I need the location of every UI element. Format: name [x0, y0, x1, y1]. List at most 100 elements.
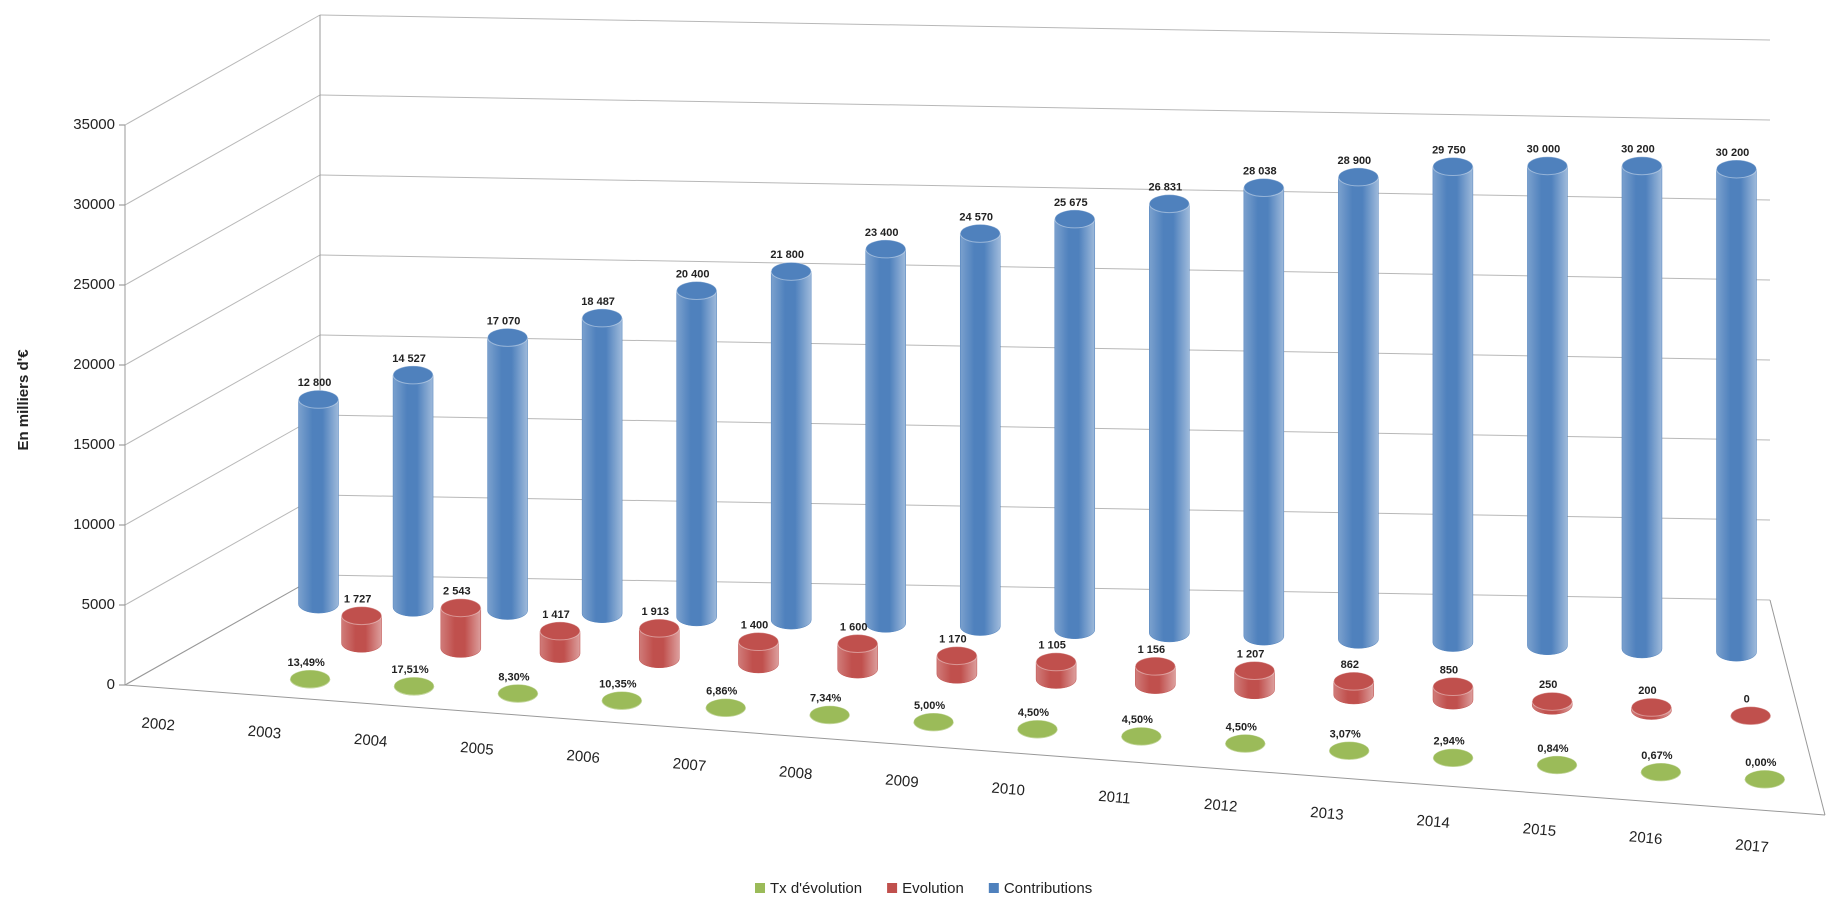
cylinder-top	[1234, 660, 1276, 680]
value-label: 1 207	[1237, 648, 1265, 660]
cylinder	[1243, 187, 1285, 646]
cylinder	[676, 290, 717, 627]
x-tick-label: 2009	[885, 771, 920, 791]
cylinder-top	[770, 261, 812, 281]
value-label: 10,35%	[599, 678, 637, 690]
value-label: 23 400	[865, 227, 899, 239]
x-tick-label: 2003	[247, 723, 282, 743]
cylinder	[865, 248, 906, 633]
grid-line	[124, 254, 321, 366]
cylinder-top	[581, 308, 623, 328]
grid-line	[124, 14, 321, 126]
value-label: 24 570	[959, 211, 993, 223]
y-tick-label: 25000	[73, 276, 115, 293]
value-label: 4,50%	[1226, 721, 1257, 733]
cylinder-top	[837, 634, 879, 654]
y-tick-label: 15000	[73, 436, 115, 453]
value-label: 20 400	[676, 268, 710, 280]
y-tick-label: 10000	[73, 516, 115, 533]
cylinder-top	[289, 669, 331, 689]
cylinder-top	[1630, 697, 1672, 717]
cylinder	[770, 271, 812, 630]
x-tick-label: 2007	[672, 755, 707, 775]
legend-label: Contributions	[1004, 880, 1092, 897]
value-label: 200	[1638, 685, 1656, 697]
value-label: 0,67%	[1641, 750, 1672, 762]
x-tick-label: 2005	[460, 739, 495, 759]
grid-line	[124, 414, 321, 526]
value-label: 7,34%	[810, 693, 841, 705]
value-label: 0,84%	[1537, 743, 1568, 755]
cylinder-top	[809, 705, 851, 725]
value-label: 17 070	[487, 315, 521, 327]
cylinder-top	[705, 698, 747, 718]
cylinder-top	[1640, 762, 1682, 782]
cylinder	[298, 399, 339, 614]
value-label: 4,50%	[1122, 714, 1153, 726]
value-label: 0	[1744, 694, 1750, 706]
cylinder-top	[1432, 677, 1474, 697]
x-tick-label: 2016	[1628, 828, 1663, 848]
cylinder-top	[1715, 159, 1757, 179]
cylinder	[1621, 165, 1663, 659]
cylinder	[392, 374, 434, 617]
x-tick-label: 2017	[1735, 836, 1770, 856]
legend-swatch	[988, 883, 999, 893]
value-label: 6,86%	[706, 686, 737, 698]
cylinder-top	[1016, 719, 1058, 739]
value-label: 2,94%	[1433, 736, 1464, 748]
cylinder-top	[676, 281, 718, 301]
x-tick-label: 2013	[1310, 804, 1345, 824]
cylinder-top	[392, 365, 434, 385]
value-label: 0,00%	[1745, 757, 1776, 769]
cylinder	[539, 630, 581, 663]
value-label: 21 800	[770, 249, 804, 261]
value-label: 1 170	[939, 633, 967, 645]
x-tick-label: 2004	[353, 731, 388, 751]
cylinder	[1054, 218, 1096, 639]
cylinder-top	[1243, 178, 1285, 198]
cylinder	[638, 627, 680, 668]
value-label: 250	[1539, 679, 1557, 691]
cylinder	[1716, 168, 1757, 662]
cylinder-top	[959, 223, 1001, 243]
y-tick-label: 5000	[82, 596, 115, 613]
cylinder-top	[638, 618, 680, 638]
cylinder	[1149, 203, 1190, 643]
cylinder	[959, 233, 1001, 636]
value-label: 1 400	[741, 619, 769, 631]
value-label: 1 417	[542, 609, 570, 621]
cylinder-top	[341, 606, 383, 626]
cylinder-top	[601, 690, 643, 710]
legend-swatch	[755, 883, 765, 893]
cylinder	[581, 317, 623, 623]
value-label: 2 543	[443, 586, 471, 598]
legend-swatch	[887, 883, 898, 893]
cylinder	[837, 643, 878, 679]
cylinder	[1338, 176, 1379, 649]
legend-label: Tx d'évolution	[770, 880, 862, 897]
value-label: 28 038	[1243, 165, 1277, 177]
axis-edge	[124, 574, 321, 686]
grid-line	[319, 94, 1771, 121]
value-label: 25 675	[1054, 197, 1088, 209]
cylinder-top	[1621, 156, 1663, 176]
cylinder-top	[737, 632, 779, 652]
cylinder	[341, 615, 382, 653]
cylinder	[487, 337, 528, 620]
value-label: 30 200	[1621, 144, 1655, 156]
cylinder-top	[539, 621, 581, 641]
cylinder-top	[865, 239, 907, 259]
value-label: 1 105	[1038, 640, 1066, 652]
cylinder-top	[1333, 671, 1375, 691]
cylinder-top	[1526, 156, 1568, 176]
value-label: 18 487	[581, 296, 615, 308]
grid-line	[124, 494, 321, 606]
legend-label: Evolution	[902, 880, 964, 897]
value-label: 1 913	[641, 606, 669, 618]
x-tick-label: 2012	[1203, 796, 1238, 816]
value-label: 850	[1440, 664, 1458, 676]
grid-line	[319, 14, 1771, 41]
value-label: 17,51%	[391, 664, 429, 676]
